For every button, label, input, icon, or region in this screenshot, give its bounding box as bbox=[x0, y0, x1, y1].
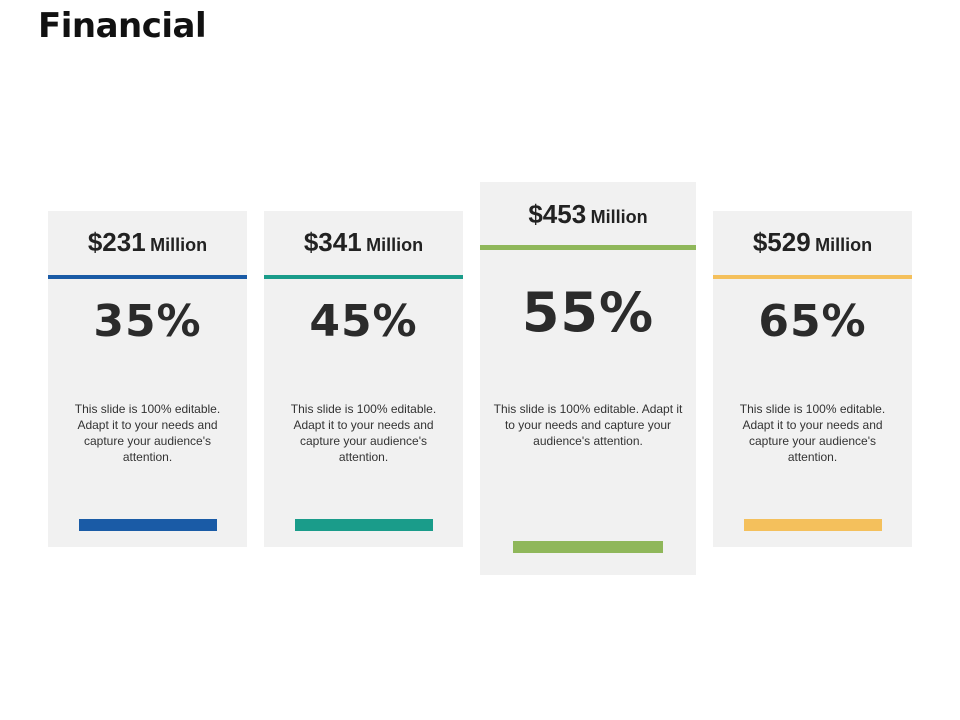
financial-card-2: $341 Million 45% This slide is 100% edit… bbox=[264, 211, 463, 547]
card-divider bbox=[264, 275, 463, 279]
card-unit: Million bbox=[150, 235, 208, 255]
card-description: This slide is 100% editable. Adapt it to… bbox=[74, 402, 221, 464]
card-divider bbox=[48, 275, 247, 279]
card-divider bbox=[713, 275, 912, 279]
card-description: This slide is 100% editable. Adapt it to… bbox=[493, 402, 683, 448]
card-percent: 65% bbox=[758, 296, 867, 347]
card-amount: $453 bbox=[528, 199, 587, 229]
card-accent-bar bbox=[79, 519, 217, 531]
card-unit: Million bbox=[815, 235, 873, 255]
financial-card-1: $231 Million 35% This slide is 100% edit… bbox=[48, 211, 247, 547]
card-accent-bar bbox=[295, 519, 433, 531]
card-unit: Million bbox=[366, 235, 424, 255]
card-amount: $231 bbox=[87, 227, 146, 257]
card-unit: Million bbox=[590, 207, 648, 227]
financial-card-4: $529 Million 65% This slide is 100% edit… bbox=[713, 211, 912, 547]
card-accent-bar bbox=[513, 541, 663, 553]
card-amount: $341 bbox=[303, 227, 362, 257]
card-header: $231 Million bbox=[48, 227, 247, 258]
slide-title: Financial bbox=[38, 6, 207, 46]
card-accent-bar bbox=[744, 519, 882, 531]
card-percent: 35% bbox=[93, 296, 202, 347]
card-header: $453 Million bbox=[480, 199, 696, 230]
financial-card-3-highlighted: $453 Million 55% This slide is 100% edit… bbox=[480, 182, 696, 575]
card-divider bbox=[480, 245, 696, 250]
card-amount: $529 bbox=[752, 227, 811, 257]
card-percent: 45% bbox=[309, 296, 418, 347]
card-header: $341 Million bbox=[264, 227, 463, 258]
card-description: This slide is 100% editable. Adapt it to… bbox=[739, 402, 886, 464]
card-header: $529 Million bbox=[713, 227, 912, 258]
card-percent: 55% bbox=[521, 281, 655, 344]
card-description: This slide is 100% editable. Adapt it to… bbox=[290, 402, 437, 464]
